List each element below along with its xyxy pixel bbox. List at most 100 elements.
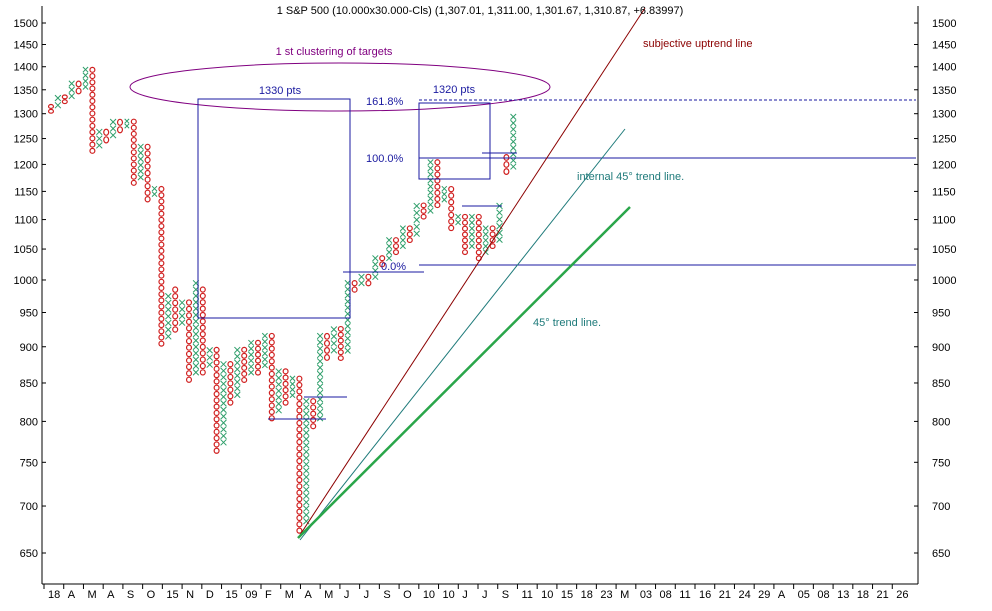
o-mark	[461, 249, 469, 256]
box1-label: 1330 pts	[259, 85, 302, 97]
o-mark	[158, 229, 165, 236]
x-column	[510, 113, 517, 170]
x-mark	[234, 385, 241, 392]
y-tick-label-left: 950	[20, 307, 38, 319]
o-column	[185, 299, 193, 383]
o-mark	[144, 156, 151, 164]
o-mark	[337, 331, 344, 338]
x-mark	[316, 358, 324, 365]
o-mark	[158, 266, 165, 273]
x-column	[68, 80, 75, 100]
o-mark	[296, 464, 303, 471]
y-tick-label-left: 650	[20, 548, 38, 560]
y-tick-label-right: 800	[932, 416, 950, 428]
o-mark	[461, 219, 469, 226]
x-mark	[413, 216, 420, 224]
x-mark	[372, 273, 379, 281]
x-mark	[234, 391, 241, 399]
x-mark	[220, 406, 227, 414]
o-mark	[254, 339, 262, 346]
o-mark	[268, 402, 275, 409]
x-column	[455, 213, 462, 226]
o-mark	[310, 398, 317, 405]
o-mark	[296, 426, 303, 433]
o-mark	[296, 508, 303, 515]
x-mark	[316, 402, 324, 409]
o-mark	[392, 237, 400, 244]
x-mark	[96, 142, 103, 149]
x-mark	[82, 83, 89, 90]
o-mark	[158, 297, 165, 304]
o-mark	[158, 185, 165, 193]
o-mark	[503, 154, 510, 161]
o-mark	[199, 356, 206, 363]
o-mark	[213, 390, 220, 398]
x-column	[386, 237, 393, 262]
x-mark	[137, 162, 144, 169]
x-mark	[165, 326, 172, 333]
o-mark	[268, 332, 275, 340]
x-column	[330, 326, 338, 354]
o-mark	[296, 527, 303, 534]
o-mark	[448, 198, 455, 206]
o-mark	[227, 380, 234, 387]
x-column	[96, 128, 103, 149]
x-mark	[289, 386, 296, 393]
x-mark	[344, 341, 351, 348]
x-mark	[151, 185, 158, 192]
x-mark	[510, 157, 517, 164]
o-mark	[254, 351, 262, 358]
x-mark	[316, 370, 324, 378]
o-mark	[89, 122, 96, 130]
x-mark	[496, 216, 503, 223]
o-mark	[448, 224, 455, 232]
o-mark	[310, 423, 317, 430]
x-mark	[220, 380, 227, 388]
x-mark	[82, 78, 89, 85]
o-mark	[158, 241, 165, 248]
x-mark	[427, 159, 434, 166]
y-tick-label-right: 1000	[932, 275, 956, 287]
o-mark	[254, 369, 262, 376]
x-mark	[441, 191, 448, 198]
o-mark	[144, 196, 151, 203]
x-column	[261, 332, 268, 369]
x-mark	[303, 416, 310, 424]
o-column	[434, 159, 441, 209]
x-column	[124, 118, 130, 129]
o-mark	[296, 489, 303, 496]
o-mark	[406, 231, 413, 238]
o-mark	[199, 299, 206, 306]
target-cluster-ellipse	[129, 62, 551, 112]
x-mark	[96, 135, 103, 142]
o-mark	[185, 344, 193, 351]
o-mark	[282, 380, 289, 387]
x-column	[137, 143, 144, 181]
x-tick-label: F	[265, 589, 272, 601]
o-mark	[158, 198, 165, 205]
x-mark	[220, 387, 227, 394]
o-column	[172, 286, 179, 333]
x-mark	[261, 338, 268, 345]
x-mark	[137, 149, 144, 156]
o-mark	[185, 370, 193, 377]
x-mark	[248, 357, 255, 364]
x-mark	[248, 351, 255, 358]
x-column	[206, 347, 213, 368]
x-mark	[234, 378, 241, 386]
o-mark	[144, 143, 151, 151]
o-mark	[199, 318, 206, 325]
o-column	[89, 66, 96, 154]
o-mark	[213, 447, 220, 454]
x-column	[372, 255, 379, 281]
o-mark	[158, 210, 165, 217]
x-mark	[248, 369, 255, 376]
o-mark	[89, 135, 96, 142]
x-mark	[316, 364, 324, 371]
o-column	[213, 346, 220, 454]
o-mark	[116, 118, 124, 126]
x-mark	[303, 398, 310, 405]
x-mark	[482, 237, 489, 244]
